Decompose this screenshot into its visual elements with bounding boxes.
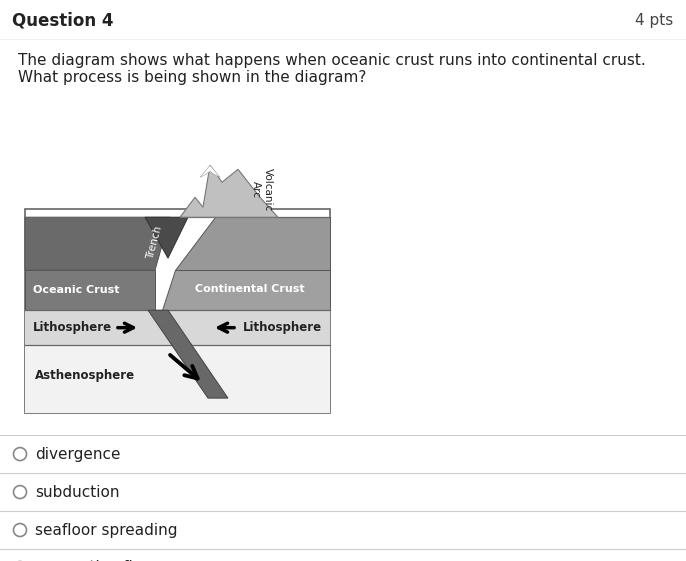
Text: The diagram shows what happens when oceanic crust runs into continental crust.: The diagram shows what happens when ocea… xyxy=(18,53,646,68)
Text: seafloor spreading: seafloor spreading xyxy=(35,522,178,537)
Polygon shape xyxy=(148,310,228,398)
Polygon shape xyxy=(145,217,188,258)
Polygon shape xyxy=(200,165,220,177)
Text: Volcanic
Arc: Volcanic Arc xyxy=(251,168,273,211)
Text: Asthenosphere: Asthenosphere xyxy=(35,369,135,382)
Text: Continental Crust: Continental Crust xyxy=(195,284,305,295)
Text: Trench: Trench xyxy=(145,224,164,260)
Text: Lithosphere: Lithosphere xyxy=(243,321,322,334)
Polygon shape xyxy=(162,270,330,310)
Text: 4 pts: 4 pts xyxy=(635,13,674,27)
Text: Oceanic Crust: Oceanic Crust xyxy=(33,285,119,295)
Bar xyxy=(25,345,330,413)
Polygon shape xyxy=(175,217,330,270)
Bar xyxy=(25,209,330,413)
Text: Lithosphere: Lithosphere xyxy=(33,321,112,334)
Bar xyxy=(25,310,330,345)
Text: divergence: divergence xyxy=(35,447,121,462)
Text: Question 4: Question 4 xyxy=(12,11,114,29)
Text: What process is being shown in the diagram?: What process is being shown in the diagr… xyxy=(18,70,366,85)
Text: subduction: subduction xyxy=(35,485,119,499)
Polygon shape xyxy=(25,270,155,310)
Polygon shape xyxy=(25,217,170,270)
Polygon shape xyxy=(180,165,278,217)
